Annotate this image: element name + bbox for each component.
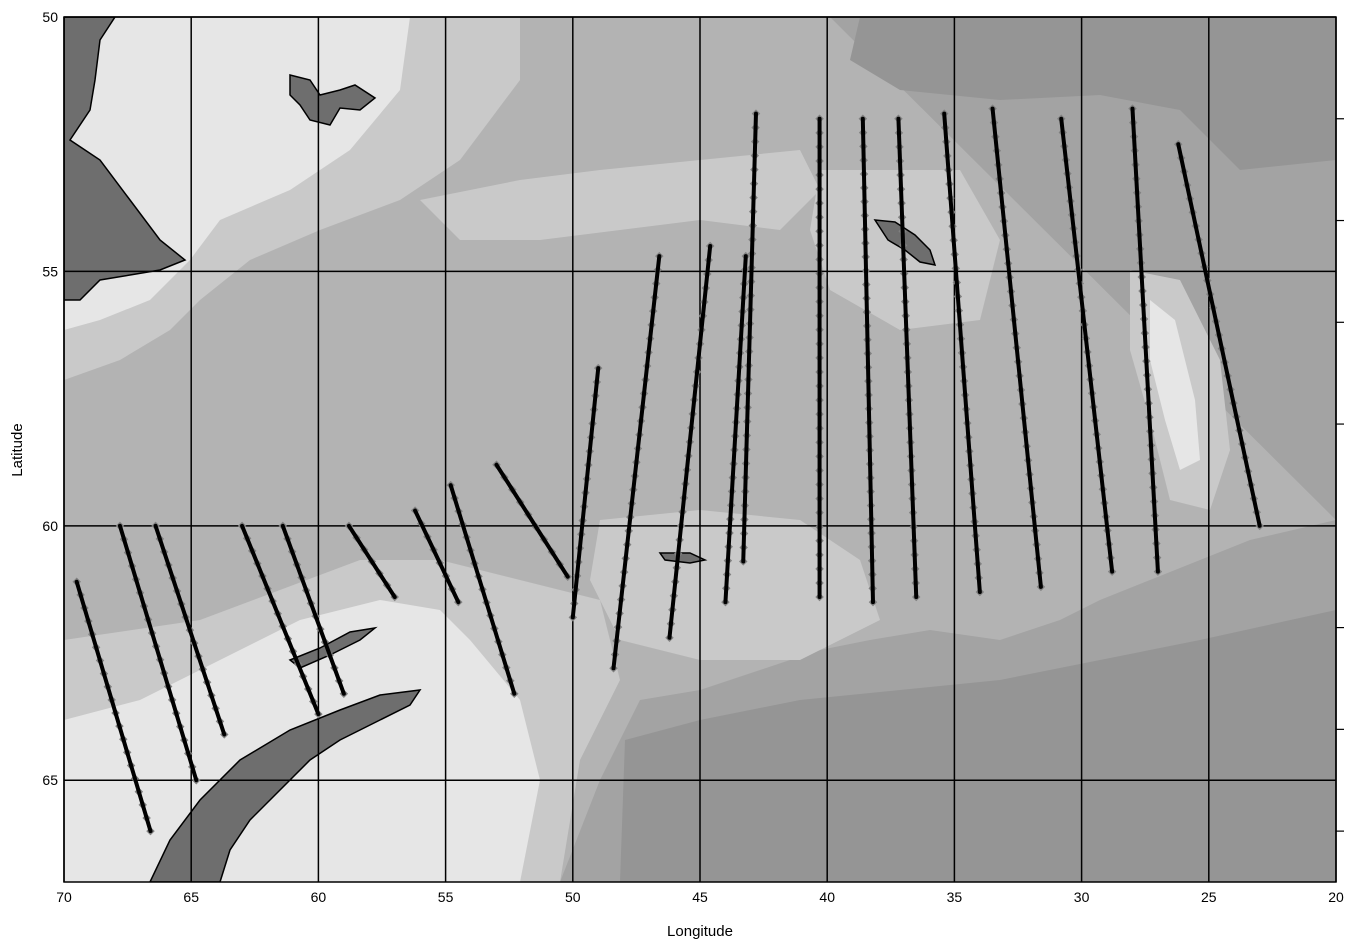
track-line	[117, 523, 199, 783]
track-line	[240, 523, 321, 717]
track-line	[990, 106, 1043, 589]
x-tick-label: 45	[692, 889, 708, 905]
y-tick-label: 55	[42, 263, 58, 279]
track-line	[1130, 106, 1160, 574]
plot-frame	[63, 16, 1337, 883]
right-axis-ticks	[1336, 118, 1344, 832]
south-sandwich-shelf	[1150, 300, 1200, 470]
survey-track	[988, 104, 1046, 592]
track-line	[860, 116, 875, 605]
track-line	[74, 579, 153, 834]
survey-track	[237, 521, 323, 719]
survey-track	[115, 521, 201, 785]
track-line	[667, 243, 713, 640]
y-axis-title: Latitude	[9, 423, 26, 476]
x-tick-label: 65	[183, 889, 199, 905]
track-line	[741, 111, 758, 564]
survey-track	[72, 577, 155, 836]
x-tick-label: 35	[947, 889, 963, 905]
abyss-region-south	[620, 610, 1336, 882]
survey-track	[665, 241, 715, 643]
survey-track	[410, 506, 463, 607]
track-line	[896, 116, 919, 600]
x-axis-tick-labels: 70 65 60 55 50 45 40 35 30 25 20	[56, 889, 1344, 905]
x-tick-label: 25	[1201, 889, 1217, 905]
survey-track	[568, 363, 603, 622]
x-tick-label: 20	[1328, 889, 1344, 905]
track-line	[153, 523, 227, 737]
survey-track	[492, 460, 572, 581]
x-tick-label: 60	[311, 889, 327, 905]
x-tick-label: 55	[438, 889, 454, 905]
track-line	[346, 523, 397, 600]
south-orkney-islands-land	[658, 552, 708, 564]
survey-track	[739, 109, 761, 566]
abyss-region	[850, 17, 1336, 170]
track-line	[280, 523, 346, 696]
track-line	[448, 483, 517, 696]
y-tick-label: 65	[42, 772, 58, 788]
survey-track	[446, 480, 519, 698]
survey-track	[151, 521, 229, 739]
survey-track	[278, 521, 349, 698]
survey-tracks	[72, 104, 1264, 836]
track-line	[1176, 142, 1262, 528]
track-line	[723, 254, 748, 605]
x-tick-label: 70	[56, 889, 72, 905]
antarctic-peninsula-land	[149, 689, 422, 882]
track-line	[413, 508, 461, 605]
track-line	[611, 254, 662, 671]
track-line	[570, 366, 601, 620]
track-line	[1059, 116, 1115, 574]
south-america-land	[64, 17, 187, 301]
survey-track	[894, 114, 921, 602]
y-tick-label: 60	[42, 518, 58, 534]
y-tick-label: 50	[42, 9, 58, 25]
track-line	[494, 462, 570, 579]
x-axis-title: Longitude	[667, 923, 733, 940]
x-tick-label: 50	[565, 889, 581, 905]
survey-track	[815, 114, 824, 602]
survey-track	[609, 251, 664, 673]
track-line	[942, 111, 982, 594]
x-tick-label: 40	[819, 889, 835, 905]
y-axis-tick-labels: 50 55 60 65	[42, 9, 58, 788]
slope-band	[420, 150, 820, 240]
falkland-islands-land	[289, 74, 377, 126]
south-orkney-slope	[590, 510, 880, 660]
x-tick-label: 30	[1074, 889, 1090, 905]
survey-track	[344, 521, 399, 602]
